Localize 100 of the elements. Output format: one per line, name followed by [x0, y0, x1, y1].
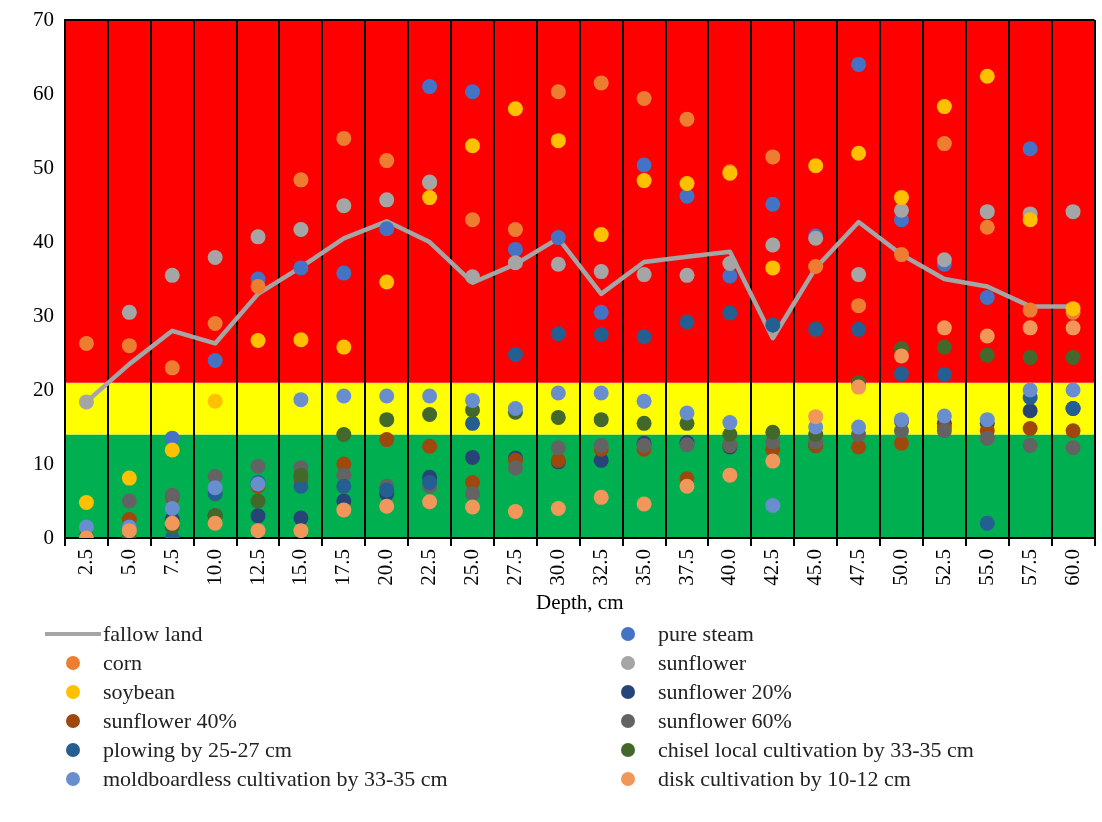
- point: [164, 360, 180, 376]
- legend-label: sunflower 40%: [103, 707, 237, 734]
- point: [722, 467, 738, 483]
- point: [207, 250, 223, 266]
- point: [250, 508, 266, 524]
- point: [293, 332, 309, 348]
- point: [936, 339, 952, 355]
- point: [593, 327, 609, 343]
- x-tick-label: 10.0: [201, 549, 226, 586]
- point: [465, 212, 481, 228]
- point: [78, 495, 94, 511]
- y-tick-label: 70: [33, 6, 54, 31]
- point: [207, 393, 223, 409]
- point: [379, 192, 395, 208]
- y-tick-label: 50: [33, 154, 54, 179]
- legend-label: sunflower 60%: [658, 707, 792, 734]
- point: [636, 90, 652, 106]
- point: [593, 227, 609, 243]
- point: [808, 258, 824, 274]
- y-tick-label: 10: [33, 450, 54, 475]
- point: [507, 255, 523, 271]
- point: [1022, 349, 1038, 365]
- point: [379, 412, 395, 428]
- point: [893, 366, 909, 382]
- point: [422, 494, 438, 510]
- point: [465, 499, 481, 515]
- point: [808, 409, 824, 425]
- x-tick-label: 37.5: [673, 549, 698, 586]
- point: [722, 415, 738, 431]
- point: [121, 304, 137, 320]
- point: [1022, 320, 1038, 336]
- legend-label: soybean: [103, 678, 176, 705]
- x-tick-label: 2.5: [72, 549, 97, 576]
- legend-label: chisel local cultivation by 33-35 cm: [658, 736, 974, 763]
- point: [164, 267, 180, 283]
- legend-label: pure steam: [658, 620, 754, 647]
- x-tick-label: 55.0: [973, 549, 998, 586]
- point: [979, 347, 995, 363]
- point: [422, 406, 438, 422]
- x-tick-label: 30.0: [544, 549, 569, 586]
- point: [121, 338, 137, 354]
- point: [722, 268, 738, 284]
- point: [1065, 423, 1081, 439]
- point: [336, 130, 352, 146]
- point: [979, 328, 995, 344]
- point: [465, 486, 481, 502]
- point: [78, 394, 94, 410]
- point: [979, 219, 995, 235]
- point: [164, 442, 180, 458]
- point: [636, 157, 652, 173]
- point: [207, 515, 223, 531]
- x-tick-label: 45.0: [802, 549, 827, 586]
- point: [550, 440, 566, 456]
- point: [851, 439, 867, 455]
- point: [121, 523, 137, 539]
- legend-label: plowing by 25-27 cm: [103, 736, 292, 763]
- point: [207, 315, 223, 331]
- point: [636, 393, 652, 409]
- point: [636, 496, 652, 512]
- point: [765, 149, 781, 165]
- point: [593, 489, 609, 505]
- x-tick-label: 32.5: [587, 549, 612, 586]
- point: [207, 352, 223, 368]
- x-tick-label: 35.0: [630, 549, 655, 586]
- point: [507, 347, 523, 363]
- point: [550, 230, 566, 246]
- point: [679, 267, 695, 283]
- point: [593, 264, 609, 280]
- point: [250, 229, 266, 245]
- point: [121, 493, 137, 509]
- legend-label: disk cultivation by 10-12 cm: [658, 765, 911, 792]
- x-tick-label: 20.0: [373, 549, 398, 586]
- point: [550, 385, 566, 401]
- point: [336, 426, 352, 442]
- point: [1022, 141, 1038, 157]
- point: [550, 326, 566, 342]
- point: [379, 432, 395, 448]
- point: [250, 523, 266, 539]
- point: [593, 385, 609, 401]
- x-tick-label: 25.0: [459, 549, 484, 586]
- point: [207, 480, 223, 496]
- point: [979, 290, 995, 306]
- y-tick-label: 0: [43, 524, 54, 549]
- x-tick-label: 17.5: [330, 549, 355, 586]
- point: [465, 269, 481, 285]
- point: [465, 449, 481, 465]
- point: [636, 267, 652, 283]
- point: [636, 415, 652, 431]
- point: [78, 335, 94, 351]
- point: [893, 247, 909, 263]
- point: [851, 145, 867, 161]
- x-axis-title: Depth, cm: [536, 589, 624, 614]
- point: [936, 320, 952, 336]
- point: [851, 267, 867, 283]
- point: [336, 478, 352, 494]
- point: [550, 409, 566, 425]
- point: [679, 188, 695, 204]
- legend-label: sunflower 20%: [658, 678, 792, 705]
- point: [936, 99, 952, 115]
- point: [593, 412, 609, 428]
